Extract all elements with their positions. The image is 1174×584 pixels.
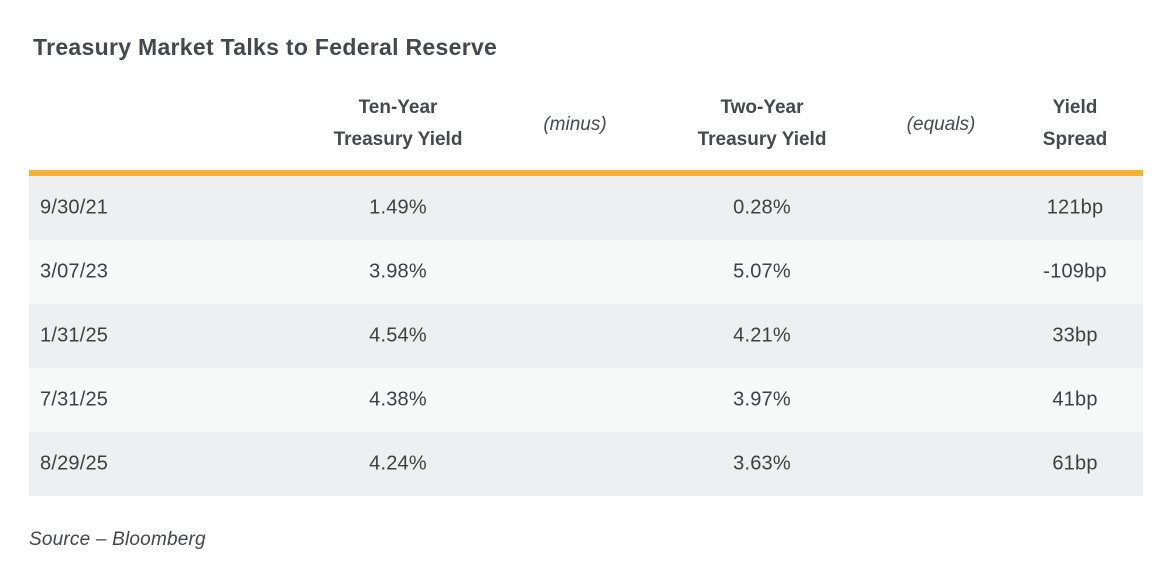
table-row: 1/31/25 4.54% 4.21% 33bp [29,304,1143,368]
table-row: 7/31/25 4.38% 3.97% 41bp [29,368,1143,432]
ten-year-yield-cell: 1.49% [369,196,427,219]
operator-equals-label: (equals) [906,114,976,135]
table-body: 9/30/21 1.49% 0.28% 121bp 3/07/23 3.98% … [29,176,1143,496]
operator-minus-label: (minus) [543,114,607,135]
two-year-yield-cell: 0.28% [733,196,791,219]
two-year-yield-cell: 3.97% [733,388,791,411]
ten-year-yield-cell: 4.24% [369,452,427,475]
ten-year-yield-cell: 4.38% [369,388,427,411]
date-cell: 7/31/25 [40,388,109,411]
date-cell: 3/07/23 [40,260,109,283]
yield-spread-cell: 41bp [1052,388,1098,411]
column-header-ten-year: Ten-Year Treasury Yield [334,92,463,156]
yield-spread-header-line2: Spread [1042,129,1108,150]
date-cell: 8/29/25 [40,452,109,475]
source-attribution: Source – Bloomberg [29,529,206,550]
yield-spread-cell: 121bp [1046,196,1104,219]
table-row: 3/07/23 3.98% 5.07% -109bp [29,240,1143,304]
column-header-two-year: Two-Year Treasury Yield [698,92,827,156]
yield-spread-header-line1: Yield [1052,97,1098,118]
yield-spread-cell: -109bp [1043,260,1107,283]
table-row: 8/29/25 4.24% 3.63% 61bp [29,432,1143,496]
two-year-header-line1: Two-Year [720,97,804,118]
two-year-yield-cell: 3.63% [733,452,791,475]
two-year-yield-cell: 5.07% [733,260,791,283]
two-year-yield-cell: 4.21% [733,324,791,347]
two-year-header-line2: Treasury Yield [697,129,827,150]
column-header-yield-spread: Yield Spread [1043,92,1107,156]
ten-year-header-line2: Treasury Yield [333,129,463,150]
date-cell: 9/30/21 [40,196,109,219]
yield-spread-cell: 61bp [1052,452,1098,475]
ten-year-header-line1: Ten-Year [358,97,438,118]
ten-year-yield-cell: 3.98% [369,260,427,283]
header-accent-rule [29,170,1143,176]
page-title: Treasury Market Talks to Federal Reserve [33,34,498,60]
date-cell: 1/31/25 [40,324,109,347]
table-row: 9/30/21 1.49% 0.28% 121bp [29,176,1143,240]
yield-spread-cell: 33bp [1052,324,1098,347]
ten-year-yield-cell: 4.54% [369,324,427,347]
